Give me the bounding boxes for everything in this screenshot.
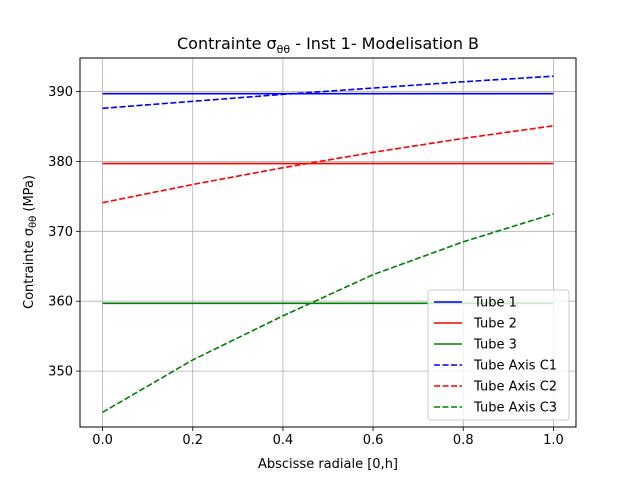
legend-label-6: Tube Axis C3 [473,401,557,416]
y-tick-label: 380 [48,155,73,170]
chart-title: Contrainte σθθ - Inst 1- Modelisation B [177,34,479,56]
series-line-5 [102,124,554,204]
x-tick-label: 0.0 [92,433,113,448]
y-tick-label: 350 [48,365,73,380]
chart-title-suffix: - Inst 1- Modelisation B [290,34,479,53]
legend-label-4: Tube Axis C1 [473,359,557,374]
x-tick-label: 0.2 [182,433,203,448]
y-axis-label: Contrainte σθθ (MPa) [22,175,39,309]
legend-label-3: Tube 3 [473,338,517,353]
plot-frame [79,57,577,428]
legend: Tube 1 Tube 2 Tube 3 Tube Axis C1 Tube Axis … [427,289,570,421]
x-axis-ticks: 0.0 0.2 0.4 0.6 0.8 1.0 [92,427,564,448]
y-axis-label-prefix: Contrainte σ [22,228,37,309]
y-tick-label: 370 [48,225,73,240]
y-axis-label-suffix: (MPa) [22,175,37,216]
x-tick-label: 0.6 [363,433,384,448]
x-tick-label: 0.4 [273,433,294,448]
x-axis-label: Abscisse radiale [0,h] [258,457,398,472]
legend-entries: Tube 1 Tube 2 Tube 3 Tube Axis C1 Tube Axis … [434,296,557,416]
y-axis-label-subscript: θθ [28,216,39,228]
legend-label-5: Tube Axis C2 [473,380,557,395]
legend-box [427,289,570,421]
y-tick-label: 390 [48,85,73,100]
legend-label-1: Tube 1 [473,296,517,311]
x-tick-label: 1.0 [543,433,564,448]
y-axis-ticks: 350 360 370 380 390 [48,85,80,380]
series-line-6 [102,213,554,414]
chart-title-subscript: θθ [277,43,291,56]
chart-title-prefix: Contrainte σ [177,34,277,53]
y-tick-label: 360 [48,295,73,310]
legend-label-2: Tube 2 [473,317,517,332]
x-tick-label: 0.8 [453,433,474,448]
series-line-4 [102,75,554,110]
